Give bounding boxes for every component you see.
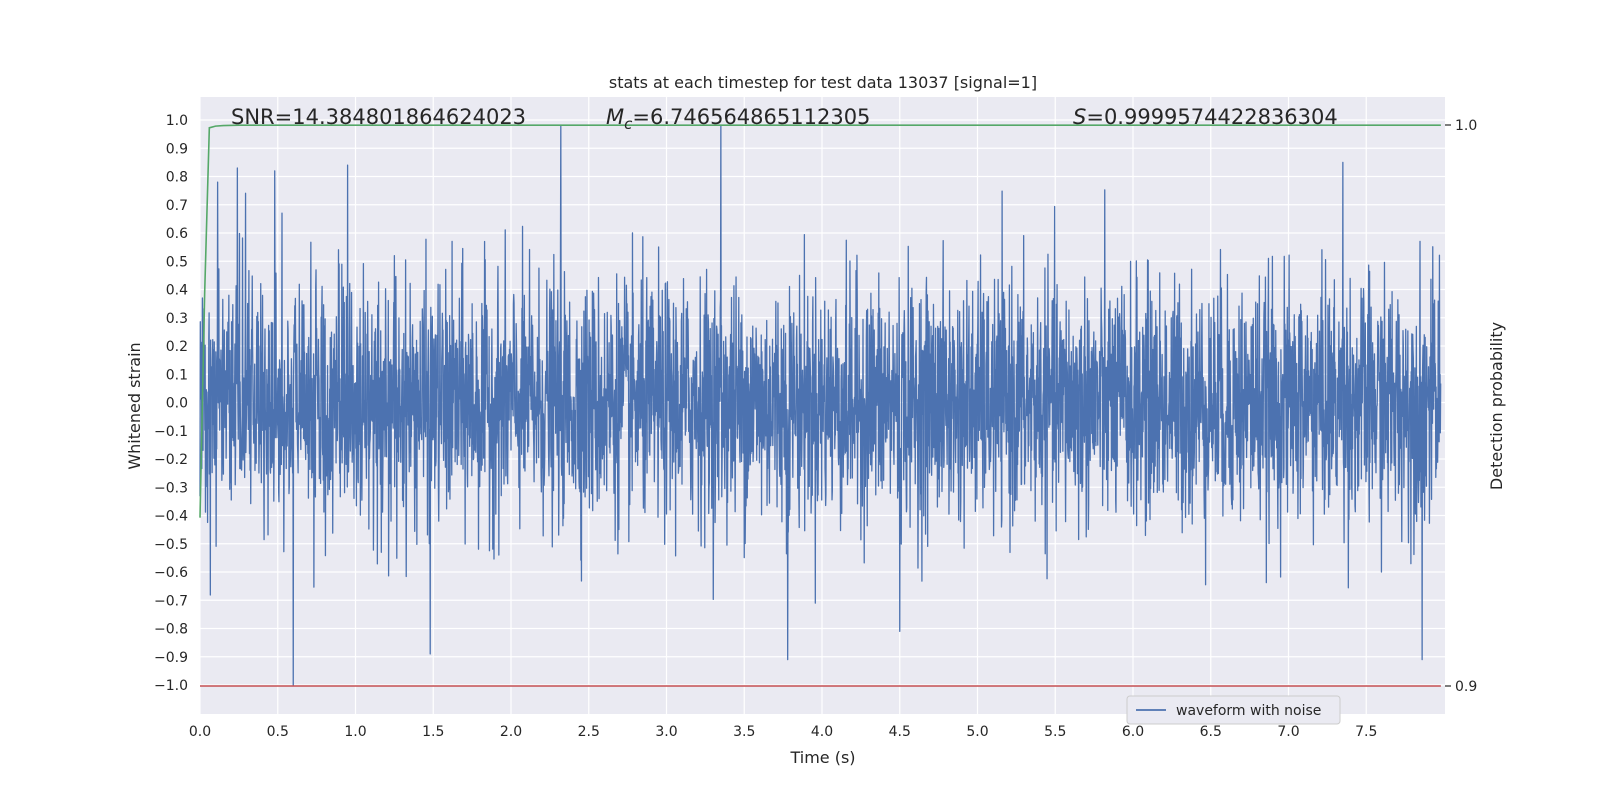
chirp-mass-subscript: c bbox=[624, 115, 633, 133]
y-tick-label: 0.5 bbox=[166, 254, 188, 270]
x-tick-label: 0.0 bbox=[189, 724, 211, 740]
y-axis-label: Whitened strain bbox=[125, 342, 144, 469]
right-axis-label: Detection probability bbox=[1487, 322, 1506, 490]
y-tick-label: −0.7 bbox=[154, 593, 188, 609]
x-tick-label: 0.5 bbox=[267, 724, 289, 740]
x-tick-label: 6.5 bbox=[1200, 724, 1222, 740]
x-tick-label: 2.5 bbox=[578, 724, 600, 740]
y-tick-label: −0.1 bbox=[154, 424, 188, 440]
score-annotation: S=0.9999574422836304 bbox=[1073, 105, 1338, 129]
chirp-mass-symbol: M bbox=[606, 105, 624, 129]
x-tick-label: 1.5 bbox=[422, 724, 444, 740]
y-tick-label: 0.7 bbox=[166, 198, 188, 214]
y-tick-label: −1.0 bbox=[154, 678, 188, 694]
x-axis-label: Time (s) bbox=[789, 748, 855, 767]
y-tick-label: −0.3 bbox=[154, 480, 188, 496]
legend-entry: waveform with noise bbox=[1176, 703, 1321, 719]
x-tick-label: 3.0 bbox=[655, 724, 677, 740]
chart-title: stats at each timestep for test data 130… bbox=[609, 73, 1037, 92]
score-symbol: S bbox=[1073, 105, 1086, 129]
y-tick-label: 0.0 bbox=[166, 396, 188, 412]
waveform-line bbox=[199, 125, 1442, 686]
right-tick-label: 0.9 bbox=[1455, 679, 1477, 695]
x-tick-label: 7.5 bbox=[1355, 724, 1377, 740]
right-axis-ticks: 1.0 0.9 bbox=[1445, 118, 1477, 695]
y-tick-label: 0.9 bbox=[166, 141, 188, 157]
x-tick-label: 1.0 bbox=[344, 724, 366, 740]
x-tick-label: 4.5 bbox=[889, 724, 911, 740]
y-tick-label: 0.3 bbox=[166, 311, 188, 327]
y-tick-label: −0.6 bbox=[154, 565, 188, 581]
y-tick-label: 0.2 bbox=[166, 339, 188, 355]
y-tick-label: 0.6 bbox=[166, 226, 188, 242]
x-tick-label: 3.5 bbox=[733, 724, 755, 740]
snr-annotation: SNR=14.384801864624023 bbox=[231, 105, 526, 129]
y-tick-label: 0.4 bbox=[166, 283, 188, 299]
x-tick-label: 6.0 bbox=[1122, 724, 1144, 740]
score-value: =0.9999574422836304 bbox=[1086, 105, 1337, 129]
y-tick-label: −0.9 bbox=[154, 650, 188, 666]
waveform-series bbox=[199, 125, 1442, 686]
x-tick-label: 7.0 bbox=[1277, 724, 1299, 740]
x-tick-label: 5.5 bbox=[1044, 724, 1066, 740]
chirp-mass-annotation: Mc=6.746564865112305 bbox=[606, 105, 870, 133]
y-tick-label: −0.2 bbox=[154, 452, 188, 468]
x-axis-ticks: 0.0 0.5 1.0 1.5 2.0 2.5 3.0 3.5 4.0 4.5 5.0 5.5 6.0 6… bbox=[189, 724, 1378, 740]
chirp-mass-value: =6.746564865112305 bbox=[632, 105, 870, 129]
y-tick-label: −0.4 bbox=[154, 509, 188, 525]
legend-box bbox=[1126, 695, 1341, 725]
y-tick-label: −0.8 bbox=[154, 622, 188, 638]
y-tick-label: 0.1 bbox=[166, 367, 188, 383]
right-tick-label: 1.0 bbox=[1455, 118, 1477, 134]
legend: waveform with noise bbox=[1126, 695, 1341, 725]
detection-probability-line bbox=[199, 124, 1441, 518]
x-tick-label: 2.0 bbox=[500, 724, 522, 740]
y-axis-ticks: 1.0 0.9 0.8 0.7 0.6 0.5 0.4 0.3 0.2 0.1 0.0 −0.1 −0.… bbox=[154, 113, 188, 694]
y-tick-label: −0.5 bbox=[154, 537, 188, 553]
x-tick-label: 4.0 bbox=[811, 724, 833, 740]
y-tick-label: 0.8 bbox=[166, 170, 188, 186]
x-tick-label: 5.0 bbox=[966, 724, 988, 740]
y-tick-label: 1.0 bbox=[166, 113, 188, 129]
